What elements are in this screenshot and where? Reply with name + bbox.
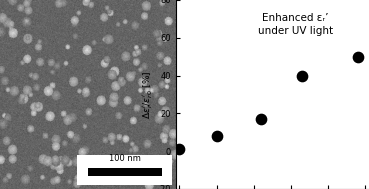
Point: [176, 148, 182, 151]
Bar: [88, 168, 162, 176]
Text: Enhanced εᵣ’
under UV light: Enhanced εᵣ’ under UV light: [258, 13, 333, 36]
Point: [214, 135, 220, 138]
Y-axis label: $\Delta\varepsilon_r^{\prime}/\varepsilon_{r0}^{\prime}\ [\%]$: $\Delta\varepsilon_r^{\prime}/\varepsilo…: [141, 70, 155, 119]
Text: 100 nm: 100 nm: [109, 154, 141, 163]
Point: [355, 55, 361, 58]
Point: [299, 74, 305, 77]
Point: [258, 118, 264, 121]
Bar: [77, 155, 172, 185]
